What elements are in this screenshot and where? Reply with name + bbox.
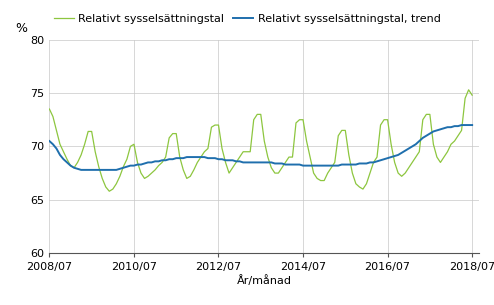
Relativt sysselsättningstal, trend bbox=[445, 125, 451, 129]
Line: Relativt sysselsättningstal: Relativt sysselsättningstal bbox=[49, 90, 472, 191]
Relativt sysselsättningstal bbox=[149, 171, 155, 175]
Line: Relativt sysselsättningstal, trend: Relativt sysselsättningstal, trend bbox=[49, 125, 472, 170]
Relativt sysselsättningstal, trend bbox=[314, 164, 320, 167]
X-axis label: År/månad: År/månad bbox=[237, 275, 292, 286]
Relativt sysselsättningstal bbox=[314, 177, 320, 180]
Relativt sysselsättningstal, trend bbox=[46, 139, 52, 143]
Relativt sysselsättningstal bbox=[466, 88, 472, 91]
Relativt sysselsättningstal bbox=[89, 130, 95, 133]
Legend: Relativt sysselsättningstal, Relativt sysselsättningstal, trend: Relativt sysselsättningstal, Relativt sy… bbox=[49, 10, 445, 29]
Relativt sysselsättningstal bbox=[230, 166, 236, 170]
Relativt sysselsättningstal, trend bbox=[458, 123, 464, 127]
Relativt sysselsättningstal, trend bbox=[230, 158, 236, 162]
Relativt sysselsättningstal bbox=[445, 150, 451, 153]
Text: %: % bbox=[15, 22, 27, 35]
Relativt sysselsättningstal, trend bbox=[469, 123, 475, 127]
Relativt sysselsättningstal bbox=[469, 93, 475, 97]
Relativt sysselsättningstal, trend bbox=[78, 168, 84, 172]
Relativt sysselsättningstal bbox=[46, 107, 52, 111]
Relativt sysselsättningstal, trend bbox=[335, 164, 341, 167]
Relativt sysselsättningstal bbox=[106, 189, 112, 193]
Relativt sysselsättningstal bbox=[335, 134, 341, 138]
Relativt sysselsättningstal, trend bbox=[149, 160, 155, 164]
Relativt sysselsättningstal, trend bbox=[92, 168, 98, 172]
